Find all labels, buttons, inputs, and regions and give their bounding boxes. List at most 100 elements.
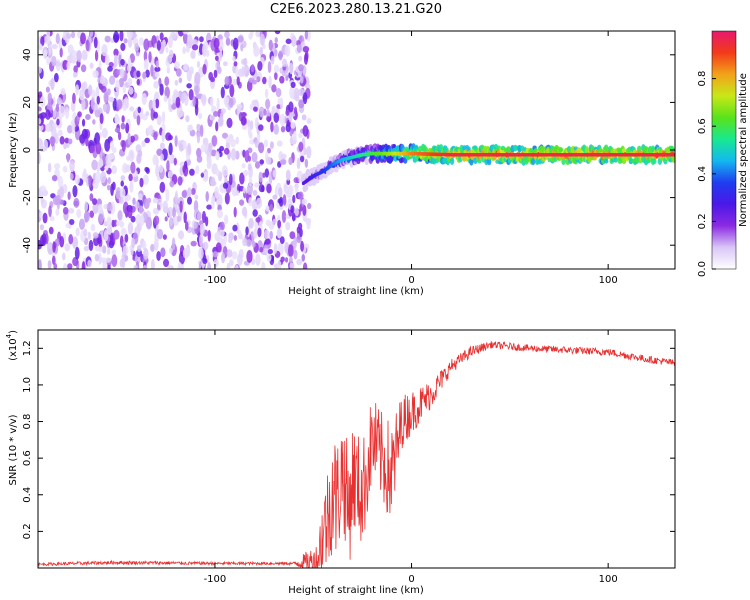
heatmap-cell (246, 250, 253, 263)
heatmap-cell (46, 243, 53, 249)
heatmap-cell (38, 66, 42, 74)
heatmap-cell (104, 54, 110, 66)
heatmap-cell (68, 207, 75, 214)
heatmap-cell (113, 31, 120, 43)
heatmap-cell (196, 60, 201, 68)
heatmap-cell (219, 229, 225, 237)
heatmap-cell (142, 265, 148, 269)
heatmap-cell (174, 135, 178, 147)
heatmap-cell (245, 226, 249, 236)
heatmap-cell (160, 247, 166, 258)
heatmap-cell (298, 222, 303, 230)
heatmap-cell (228, 237, 233, 244)
heatmap-cell (233, 61, 238, 67)
heatmap-cell (72, 185, 78, 198)
y-tick-label: 20 (22, 96, 33, 109)
heatmap-cell (298, 88, 305, 97)
heatmap-cell (190, 50, 196, 59)
x-tick-label: -100 (204, 574, 227, 585)
heatmap-cell (213, 69, 218, 79)
heatmap-cell (506, 146, 511, 153)
heatmap-cell (119, 68, 125, 79)
heatmap-cell (222, 61, 228, 67)
heatmap-cell (80, 64, 87, 73)
heatmap-cell (113, 219, 118, 227)
heatmap-cell (53, 72, 59, 83)
y-tick-label: -20 (22, 189, 33, 205)
heatmap-cell (71, 123, 76, 135)
heatmap-cell (43, 139, 49, 151)
heatmap-cell (194, 194, 199, 200)
heatmap-cell (150, 259, 155, 269)
heatmap-cell (243, 64, 250, 78)
heatmap-cell (267, 147, 272, 154)
heatmap-cell (269, 230, 273, 240)
heatmap-cell (159, 181, 166, 193)
heatmap-cell (147, 197, 152, 204)
heatmap-cell (38, 124, 44, 132)
heatmap-cell (285, 74, 289, 81)
heatmap-cell (81, 49, 88, 61)
heatmap-cell (207, 229, 211, 242)
heatmap-cell (201, 210, 207, 224)
heatmap-cell (138, 193, 143, 201)
heatmap-cell (45, 123, 52, 132)
heatmap-cell (127, 207, 133, 219)
snr-y-axis-label: SNR (10 * v/v) (8, 414, 19, 485)
heatmap-cell (225, 136, 232, 144)
heatmap-cell (168, 134, 173, 141)
heatmap-cell (294, 207, 299, 217)
heatmap-cell (242, 186, 246, 194)
heatmap-cell (287, 186, 293, 198)
heatmap-cell (111, 165, 118, 174)
heatmap-cell (221, 252, 226, 264)
heatmap-cell (256, 76, 261, 83)
heatmap-cell (302, 204, 307, 216)
heatmap-cell (51, 126, 57, 138)
heatmap-cell (155, 98, 160, 109)
heatmap-cell (302, 262, 308, 269)
spectrogram-ticks: -100 0 100 -40 -20 0 20 40 (22, 31, 675, 286)
heatmap-cell (121, 139, 126, 152)
y-tick-label: 0 (22, 147, 33, 153)
heatmap-cell (280, 126, 286, 133)
heatmap-cell (259, 246, 264, 253)
colorbar-tick-label: 0.2 (697, 213, 708, 229)
heatmap-cell (206, 204, 213, 210)
heatmap-cell (220, 108, 226, 114)
heatmap-cell (195, 86, 199, 99)
heatmap-cell (136, 70, 141, 78)
heatmap-cell (225, 37, 231, 46)
heatmap-cell (62, 165, 68, 173)
heatmap-cell (621, 148, 627, 153)
heatmap-cell (254, 161, 261, 169)
heatmap-cell (156, 40, 162, 51)
colorbar-tick-label: 0.8 (697, 71, 708, 87)
heatmap-cell (253, 228, 258, 239)
heatmap-cell (262, 76, 267, 85)
heatmap-cell (187, 142, 192, 156)
heatmap-cell (153, 131, 158, 141)
heatmap-cell (170, 31, 177, 39)
heatmap-cell (191, 44, 199, 51)
heatmap-cell (65, 223, 71, 229)
heatmap-cell (184, 95, 189, 107)
heatmap-cell (265, 98, 271, 110)
heatmap-cell (47, 260, 52, 269)
heatmap-cell (303, 53, 309, 65)
heatmap-cell (289, 231, 296, 240)
heatmap-cell (172, 207, 176, 219)
heatmap-cell (100, 171, 107, 184)
heatmap-cell (127, 37, 133, 48)
heatmap-cell (240, 116, 247, 126)
heatmap-cell (75, 84, 80, 95)
heatmap-cell (119, 187, 126, 199)
snr-multiplier-base: (x10 (8, 338, 19, 361)
heatmap-cell (196, 147, 202, 158)
heatmap-cell (449, 157, 455, 165)
y-tick-label: 0.8 (22, 414, 33, 430)
heatmap-cell (652, 158, 657, 165)
heatmap-cell (90, 223, 96, 232)
heatmap-cell (257, 61, 263, 71)
heatmap-cell (280, 153, 287, 160)
